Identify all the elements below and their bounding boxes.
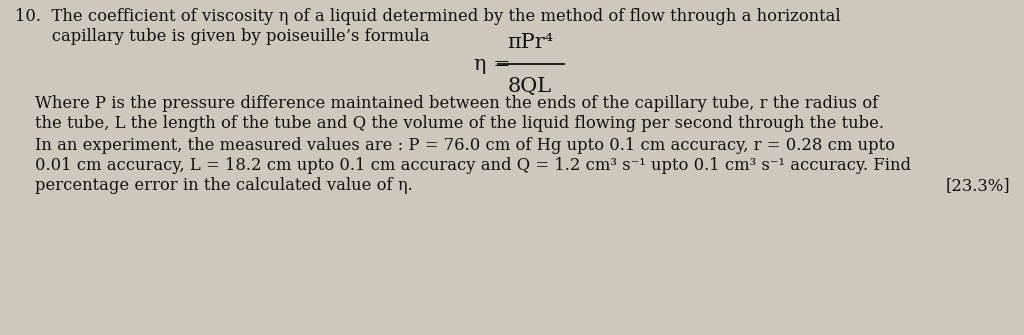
Text: In an experiment, the measured values are : P = 76.0 cm of Hg upto 0.1 cm accura: In an experiment, the measured values ar… (35, 137, 895, 154)
Text: Where P is the pressure difference maintained between the ends of the capillary : Where P is the pressure difference maint… (35, 95, 879, 112)
Text: 10.  The coefficient of viscosity η of a liquid determined by the method of flow: 10. The coefficient of viscosity η of a … (15, 8, 841, 25)
Text: [23.3%]: [23.3%] (945, 177, 1010, 194)
Text: the tube, L the length of the tube and Q the volume of the liquid flowing per se: the tube, L the length of the tube and Q… (35, 115, 884, 132)
Text: 8QL: 8QL (508, 77, 552, 96)
Text: πPr⁴: πPr⁴ (507, 33, 553, 52)
Text: percentage error in the calculated value of η.: percentage error in the calculated value… (35, 177, 413, 194)
Text: capillary tube is given by poiseuille’s formula: capillary tube is given by poiseuille’s … (15, 28, 429, 45)
Text: 0.01 cm accuracy, L = 18.2 cm upto 0.1 cm accuracy and Q = 1.2 cm³ s⁻¹ upto 0.1 : 0.01 cm accuracy, L = 18.2 cm upto 0.1 c… (35, 157, 911, 174)
Text: η =: η = (474, 55, 511, 74)
